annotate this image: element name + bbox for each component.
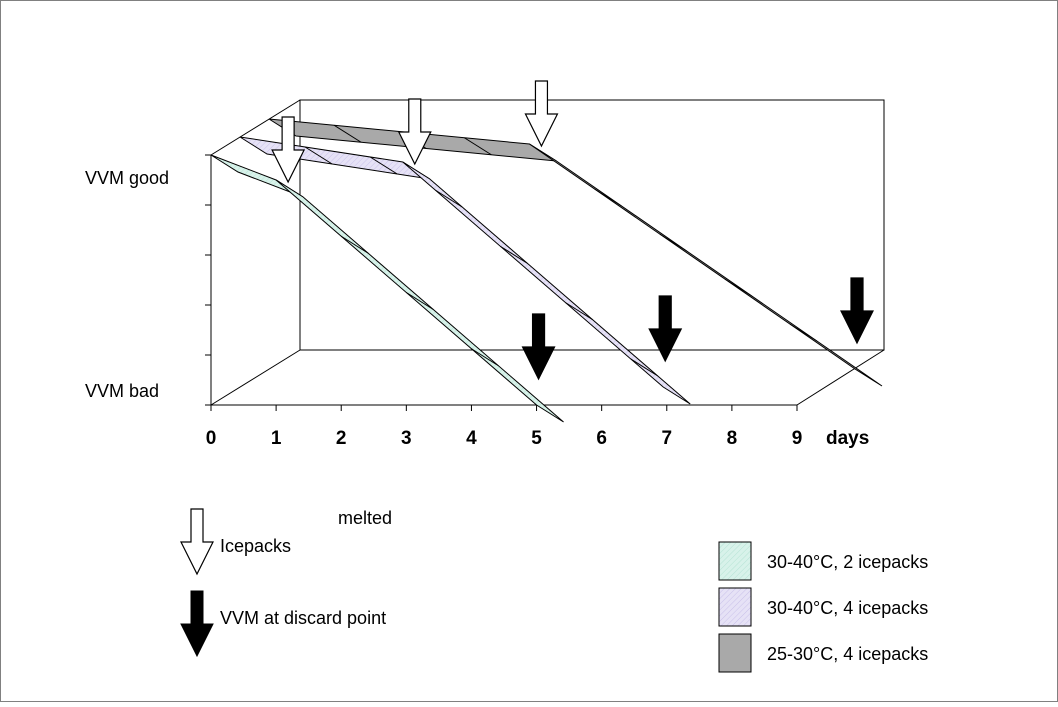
right-depth-bottom — [796, 349, 885, 406]
ribbon-divider — [500, 245, 528, 264]
y-ticks — [205, 154, 211, 406]
ribbon-segment — [529, 143, 883, 387]
annotation-key: melted Icepacks VVM at discard point — [180, 508, 392, 658]
series-ribbons — [210, 118, 883, 423]
legend-label: 30-40°C, 4 icepacks — [767, 598, 928, 618]
x-tick-label: 0 — [206, 428, 217, 449]
icepacks-text: Icepacks — [220, 536, 291, 556]
ribbon-divider — [789, 323, 818, 342]
ribbon-divider — [630, 358, 658, 377]
ribbon-divider — [333, 124, 362, 143]
icepacks-melted-arrow-icon — [397, 98, 432, 166]
icepacks-melted-arrow-icon — [271, 116, 306, 184]
vvm-discard-arrow-icon — [840, 277, 874, 345]
x-tick-label: 6 — [596, 428, 607, 449]
x-tick-label: 8 — [727, 428, 738, 449]
x-tick-label: 2 — [336, 428, 347, 449]
vvm-discard-arrow-icon — [648, 295, 683, 363]
y-label-bad: VVM bad — [85, 381, 159, 401]
series-ribbon — [239, 136, 691, 405]
ribbon-divider — [659, 233, 687, 252]
x-tick-label: 5 — [531, 428, 542, 449]
ribbon-divider — [464, 137, 492, 156]
x-tick-label: 3 — [401, 428, 412, 449]
icepacks-arrow-icon — [180, 508, 214, 576]
plot-walls — [210, 99, 885, 406]
ribbon-divider — [340, 235, 369, 254]
left-depth-top — [210, 99, 301, 156]
x-axis-label: days — [826, 428, 869, 449]
ribbon-divider — [369, 156, 398, 175]
discard-text: VVM at discard point — [220, 608, 386, 628]
icepacks-melted-arrow-icon — [524, 80, 559, 148]
discard-arrow-icon — [180, 590, 214, 658]
vvm-discard-arrow-icon — [521, 313, 556, 381]
melted-text: melted — [338, 508, 392, 528]
ribbon-divider — [406, 292, 434, 310]
ribbon-divider — [471, 348, 499, 367]
y-label-good: VVM good — [85, 168, 169, 188]
x-ticks: 0 1 2 3 4 5 6 7 8 9 — [206, 405, 803, 449]
legend-swatch — [718, 633, 752, 673]
series-ribbon — [210, 154, 564, 423]
ribbon-divider — [594, 188, 622, 207]
x-tick-label: 9 — [792, 428, 803, 449]
event-arrows — [271, 80, 874, 381]
legend: 30-40°C, 2 icepacks 30-40°C, 4 icepacks 25… — [718, 541, 928, 673]
x-tick-label: 1 — [271, 428, 282, 449]
ribbon-divider — [435, 189, 463, 208]
ribbon-divider — [565, 302, 593, 321]
left-depth-bottom — [210, 349, 301, 406]
legend-label: 30-40°C, 2 icepacks — [767, 552, 928, 572]
ribbon-segment — [402, 161, 691, 405]
x-tick-label: 4 — [466, 428, 477, 449]
ribbon-divider — [304, 146, 333, 165]
legend-swatch — [718, 587, 752, 627]
legend-label: 25-30°C, 4 icepacks — [767, 644, 928, 664]
x-tick-label: 7 — [661, 428, 672, 449]
back-wall — [299, 99, 885, 351]
ribbon-divider — [724, 278, 753, 297]
legend-swatch — [718, 541, 752, 581]
